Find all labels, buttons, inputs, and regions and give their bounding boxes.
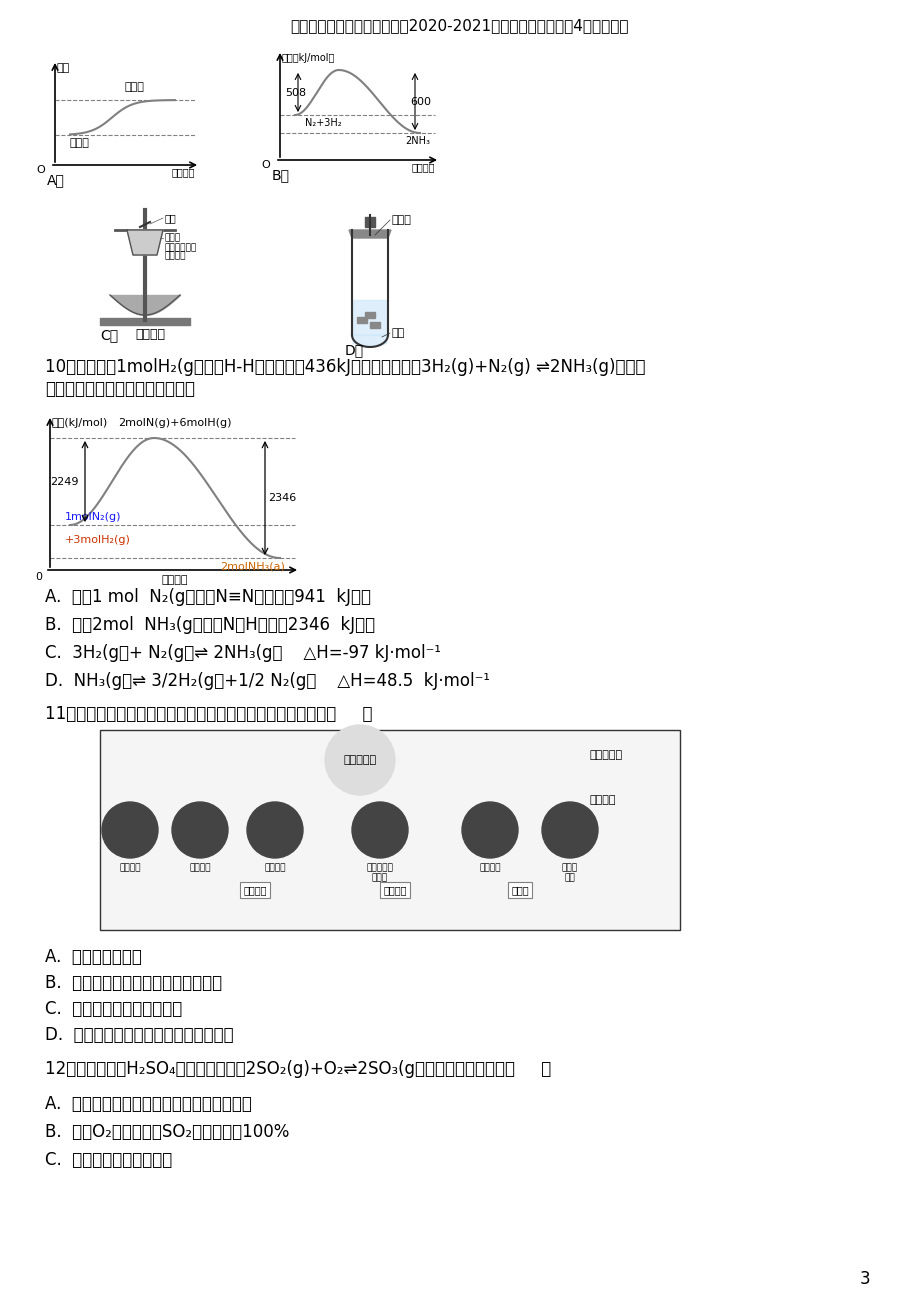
Text: 锌粉: 锌粉 [391,328,404,338]
Text: 12、对于工业制H₂SO₄过程中的反应：2SO₂(g)+O₂⇌2SO₃(g）下列说法错误的是（     ）: 12、对于工业制H₂SO₄过程中的反应：2SO₂(g)+O₂⇌2SO₃(g）下列… [45,1060,550,1079]
Text: 铝热反应: 铝热反应 [135,328,165,341]
Text: 大气中的氮: 大气中的氮 [343,755,376,765]
Text: 能量（kJ/mol）: 能量（kJ/mol） [282,53,335,62]
Text: B.  生成2mol  NH₃(g）中的N－H键吸收2346  kJ能量: B. 生成2mol NH₃(g）中的N－H键吸收2346 kJ能量 [45,615,375,634]
Text: 反应过程: 反应过程 [411,163,435,172]
Polygon shape [353,334,387,346]
Text: A.  使用合适的催化剂可以加快化学反应速率: A. 使用合适的催化剂可以加快化学反应速率 [45,1095,252,1112]
Text: 雷电作用: 雷电作用 [119,863,141,872]
Polygon shape [348,230,391,238]
Text: D.  含氮无机物和含氮有机物可相互转化: D. 含氮无机物和含氮有机物可相互转化 [45,1026,233,1043]
Text: +3molH₂(g): +3molH₂(g) [65,535,130,545]
Text: 反应过程: 反应过程 [171,167,195,177]
Text: 2molNH₃(a): 2molNH₃(a) [220,561,285,571]
Circle shape [246,801,302,857]
Text: 1molN₂(g): 1molN₂(g) [65,513,121,522]
Text: D.  NH₃(g）⇌ 3/2H₂(g）+1/2 N₂(g）    △H=48.5  kJ·mol⁻¹: D. NH₃(g）⇌ 3/2H₂(g）+1/2 N₂(g） △H=48.5 kJ… [45,673,490,690]
Text: 氧化铁和铝粉: 氧化铁和铝粉 [165,243,197,252]
Circle shape [172,801,228,857]
Text: A.  断开1 mol  N₂(g）中的N≡N键要吸收941  kJ能量: A. 断开1 mol N₂(g）中的N≡N键要吸收941 kJ能量 [45,588,370,606]
Text: A、: A、 [47,173,65,187]
Text: 动物摄食: 动物摄食 [589,795,616,805]
Text: 镁条: 镁条 [165,213,176,222]
Polygon shape [357,317,367,323]
Text: 能量: 能量 [57,62,70,73]
Text: 2molN(g)+6molH(g): 2molN(g)+6molH(g) [119,418,232,428]
Text: C.  其它元素也参与了氮循环: C. 其它元素也参与了氮循环 [45,1000,182,1017]
Circle shape [541,801,597,857]
Text: O: O [36,165,45,176]
Circle shape [102,801,158,857]
FancyBboxPatch shape [100,730,679,930]
Text: 氯酸钾: 氯酸钾 [165,233,181,242]
Text: 人工固氮: 人工固氮 [189,863,210,872]
Text: 氨或铵盐: 氨或铵盐 [243,885,267,895]
Text: 稀盐酸: 稀盐酸 [391,215,412,225]
Text: 反应过程: 反应过程 [162,575,188,585]
Text: N₂+3H₂: N₂+3H₂ [305,118,341,127]
Text: 2346: 2346 [267,493,296,503]
Text: C.  3H₂(g）+ N₂(g）⇌ 2NH₃(g）    △H=-97 kJ·mol⁻¹: C. 3H₂(g）+ N₂(g）⇌ 2NH₃(g） △H=-97 kJ·mol⁻… [45,644,440,662]
Text: 2NH₃: 2NH₃ [404,137,429,146]
Text: 反应物: 反应物 [70,138,90,148]
Polygon shape [365,312,375,317]
Text: 11、下列关于自然界中氮循环示意图（如图）的说法错误的是（     ）: 11、下列关于自然界中氮循环示意图（如图）的说法错误的是（ ） [45,705,372,723]
Text: C.  降温时，反应速率减小: C. 降温时，反应速率减小 [45,1151,172,1170]
Text: C、: C、 [100,328,118,342]
Text: 600: 600 [410,96,430,107]
Text: 豆科植物: 豆科植物 [264,863,286,872]
Text: 10、已知拆开1molH₂(g）中的H-H键需要消耗436kJ能量，如图反应3H₂(g)+N₂(g) ⇌2NH₃(g)的能量: 10、已知拆开1molH₂(g）中的H-H键需要消耗436kJ能量，如图反应3H… [45,358,645,376]
Text: 植物遗体: 植物遗体 [479,863,500,872]
Text: 制造蛋白质: 制造蛋白质 [589,749,622,760]
Text: A.  氮元素只被氧化: A. 氮元素只被氧化 [45,948,142,967]
Text: 0: 0 [35,572,42,582]
Text: 变化示意图．下列说法不正确的是: 变化示意图．下列说法不正确的是 [45,380,195,398]
Text: 动物排泄物
及遗体: 动物排泄物 及遗体 [366,863,393,882]
Text: 的混合物: 的混合物 [165,251,187,260]
Text: 2249: 2249 [50,476,78,487]
Text: 508: 508 [285,87,306,98]
Text: 生成物: 生成物 [125,82,144,92]
Text: 河北省保定市博野县实验中学2020-2021学年高一化学下学期4月月考试题: 河北省保定市博野县实验中学2020-2021学年高一化学下学期4月月考试题 [290,18,629,33]
Text: D、: D、 [345,343,364,356]
Polygon shape [127,230,163,255]
Text: 硝酸盐: 硝酸盐 [511,885,528,895]
Text: 能量(kJ/mol): 能量(kJ/mol) [52,418,108,428]
Circle shape [352,801,407,857]
Text: B.  豆科植物根瘤菌固氮属于自然固氮: B. 豆科植物根瘤菌固氮属于自然固氮 [45,974,221,991]
Text: 3: 3 [858,1270,869,1288]
Text: O: O [261,160,269,170]
Text: B.  增大O₂浓度可以使SO₂转化率达到100%: B. 增大O₂浓度可以使SO₂转化率达到100% [45,1123,289,1141]
Polygon shape [369,323,380,328]
Circle shape [324,725,394,795]
Circle shape [461,801,517,857]
Text: B、: B、 [272,168,289,182]
Text: 被细菌
分解: 被细菌 分解 [562,863,577,882]
Text: 亚硝酸盐: 亚硝酸盐 [383,885,406,895]
